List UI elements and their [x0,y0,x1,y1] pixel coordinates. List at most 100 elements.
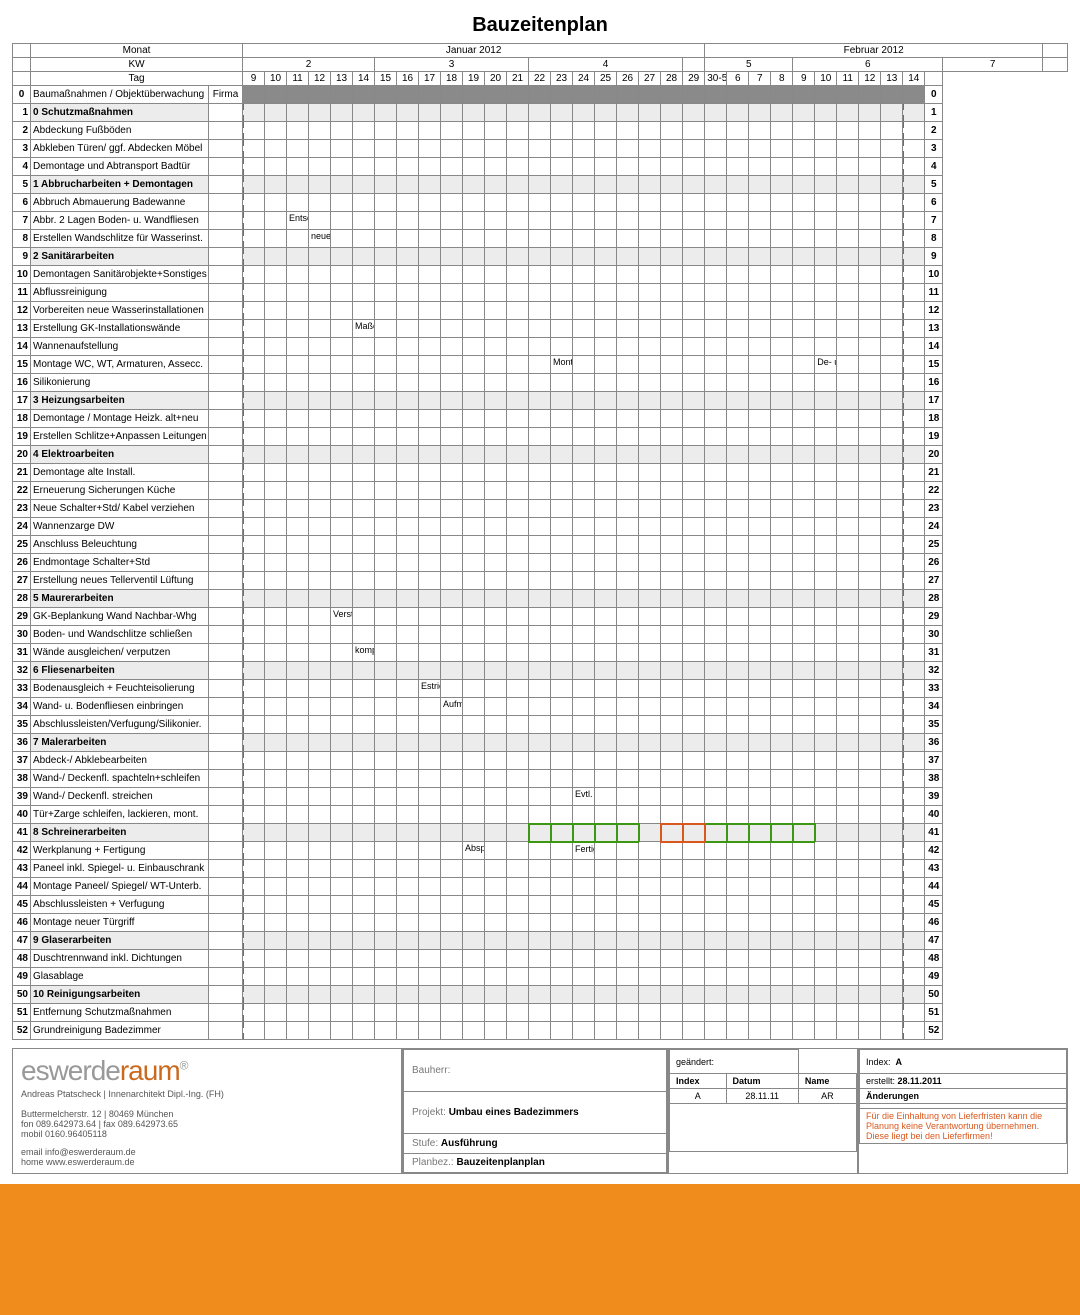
gantt-cell [551,122,573,140]
gantt-cell [309,644,331,662]
gantt-cell [881,338,903,356]
gantt-cell [683,464,705,482]
gantt-cell [903,392,925,410]
gantt-cell [793,1004,815,1022]
gantt-cell [375,824,397,842]
gantt-cell [749,356,771,374]
gantt-cell [507,482,529,500]
gantt-cell [463,698,485,716]
gantt-cell [507,248,529,266]
gantt-cell [749,302,771,320]
gantt-cell [353,536,375,554]
gantt-cell [331,230,353,248]
gantt-cell [375,482,397,500]
gantt-cell [507,950,529,968]
gantt-cell [595,662,617,680]
gantt-cell [507,968,529,986]
gantt-cell [331,518,353,536]
gantt-cell [375,284,397,302]
gantt-cell [749,428,771,446]
gantt-cell [375,104,397,122]
gantt-cell [485,590,507,608]
gantt-cell [749,446,771,464]
gantt-cell [815,284,837,302]
task-label: Abbruch Abmauerung Badewanne [31,194,209,212]
gantt-cell [463,158,485,176]
gantt-cell [903,842,925,860]
gantt-cell [595,716,617,734]
gantt-cell [397,500,419,518]
gantt-cell [815,374,837,392]
gantt-cell [397,770,419,788]
gantt-cell [903,734,925,752]
gantt-cell [353,788,375,806]
gantt-cell [771,590,793,608]
gantt-cell [903,284,925,302]
gantt-cell [639,248,661,266]
gantt-cell [397,122,419,140]
gantt-cell [617,500,639,518]
gantt-cell [265,662,287,680]
gantt-cell [793,140,815,158]
gantt-cell [837,644,859,662]
gantt-cell [859,1004,881,1022]
gantt-cell [903,788,925,806]
gantt-cell [595,896,617,914]
gantt-cell [793,500,815,518]
gantt-cell [331,680,353,698]
gantt-cell [595,410,617,428]
gantt-cell [837,842,859,860]
gantt-cell [903,482,925,500]
gantt-cell [551,572,573,590]
gantt-cell [309,950,331,968]
gantt-cell [485,914,507,932]
gantt-cell [243,1004,265,1022]
gantt-cell [507,554,529,572]
gantt-cell [837,410,859,428]
gantt-cell [837,1022,859,1040]
gantt-cell [265,500,287,518]
gantt-cell [573,752,595,770]
gantt-cell [265,626,287,644]
gantt-cell [661,446,683,464]
gantt-cell [441,392,463,410]
gantt-cell [441,788,463,806]
gantt-cell [793,896,815,914]
gantt-cell [573,356,595,374]
gantt-cell [595,824,617,842]
gantt-cell [683,734,705,752]
gantt-cell [881,122,903,140]
gantt-cell: komplett neu verputzen, wenn erforderlic… [353,644,375,662]
gantt-cell [837,806,859,824]
gantt-cell [881,608,903,626]
gantt-cell [265,176,287,194]
gantt-cell [771,428,793,446]
gantt-cell [903,896,925,914]
gantt-cell [749,932,771,950]
gantt-cell [529,338,551,356]
gantt-cell [749,896,771,914]
task-label: Bodenausgleich + Feuchteisolierung [31,680,209,698]
gantt-cell [507,140,529,158]
gantt-cell [463,788,485,806]
erstellt-val: 28.11.2011 [898,1076,942,1086]
gantt-cell [353,554,375,572]
gantt-cell [353,878,375,896]
gantt-cell [243,932,265,950]
gantt-row: 92 Sanitärarbeiten9 [13,248,1068,266]
gantt-cell [837,716,859,734]
gantt-cell [639,374,661,392]
logo-orange: raum [120,1055,180,1086]
gantt-cell [661,302,683,320]
gantt-cell [463,752,485,770]
gantt-cell [353,248,375,266]
gantt-cell [771,302,793,320]
gantt-cell [727,446,749,464]
gantt-cell [881,572,903,590]
gantt-cell [331,716,353,734]
gantt-cell [375,1004,397,1022]
gantt-cell [595,482,617,500]
gantt-cell [331,410,353,428]
gantt-cell [573,644,595,662]
gantt-cell [397,626,419,644]
